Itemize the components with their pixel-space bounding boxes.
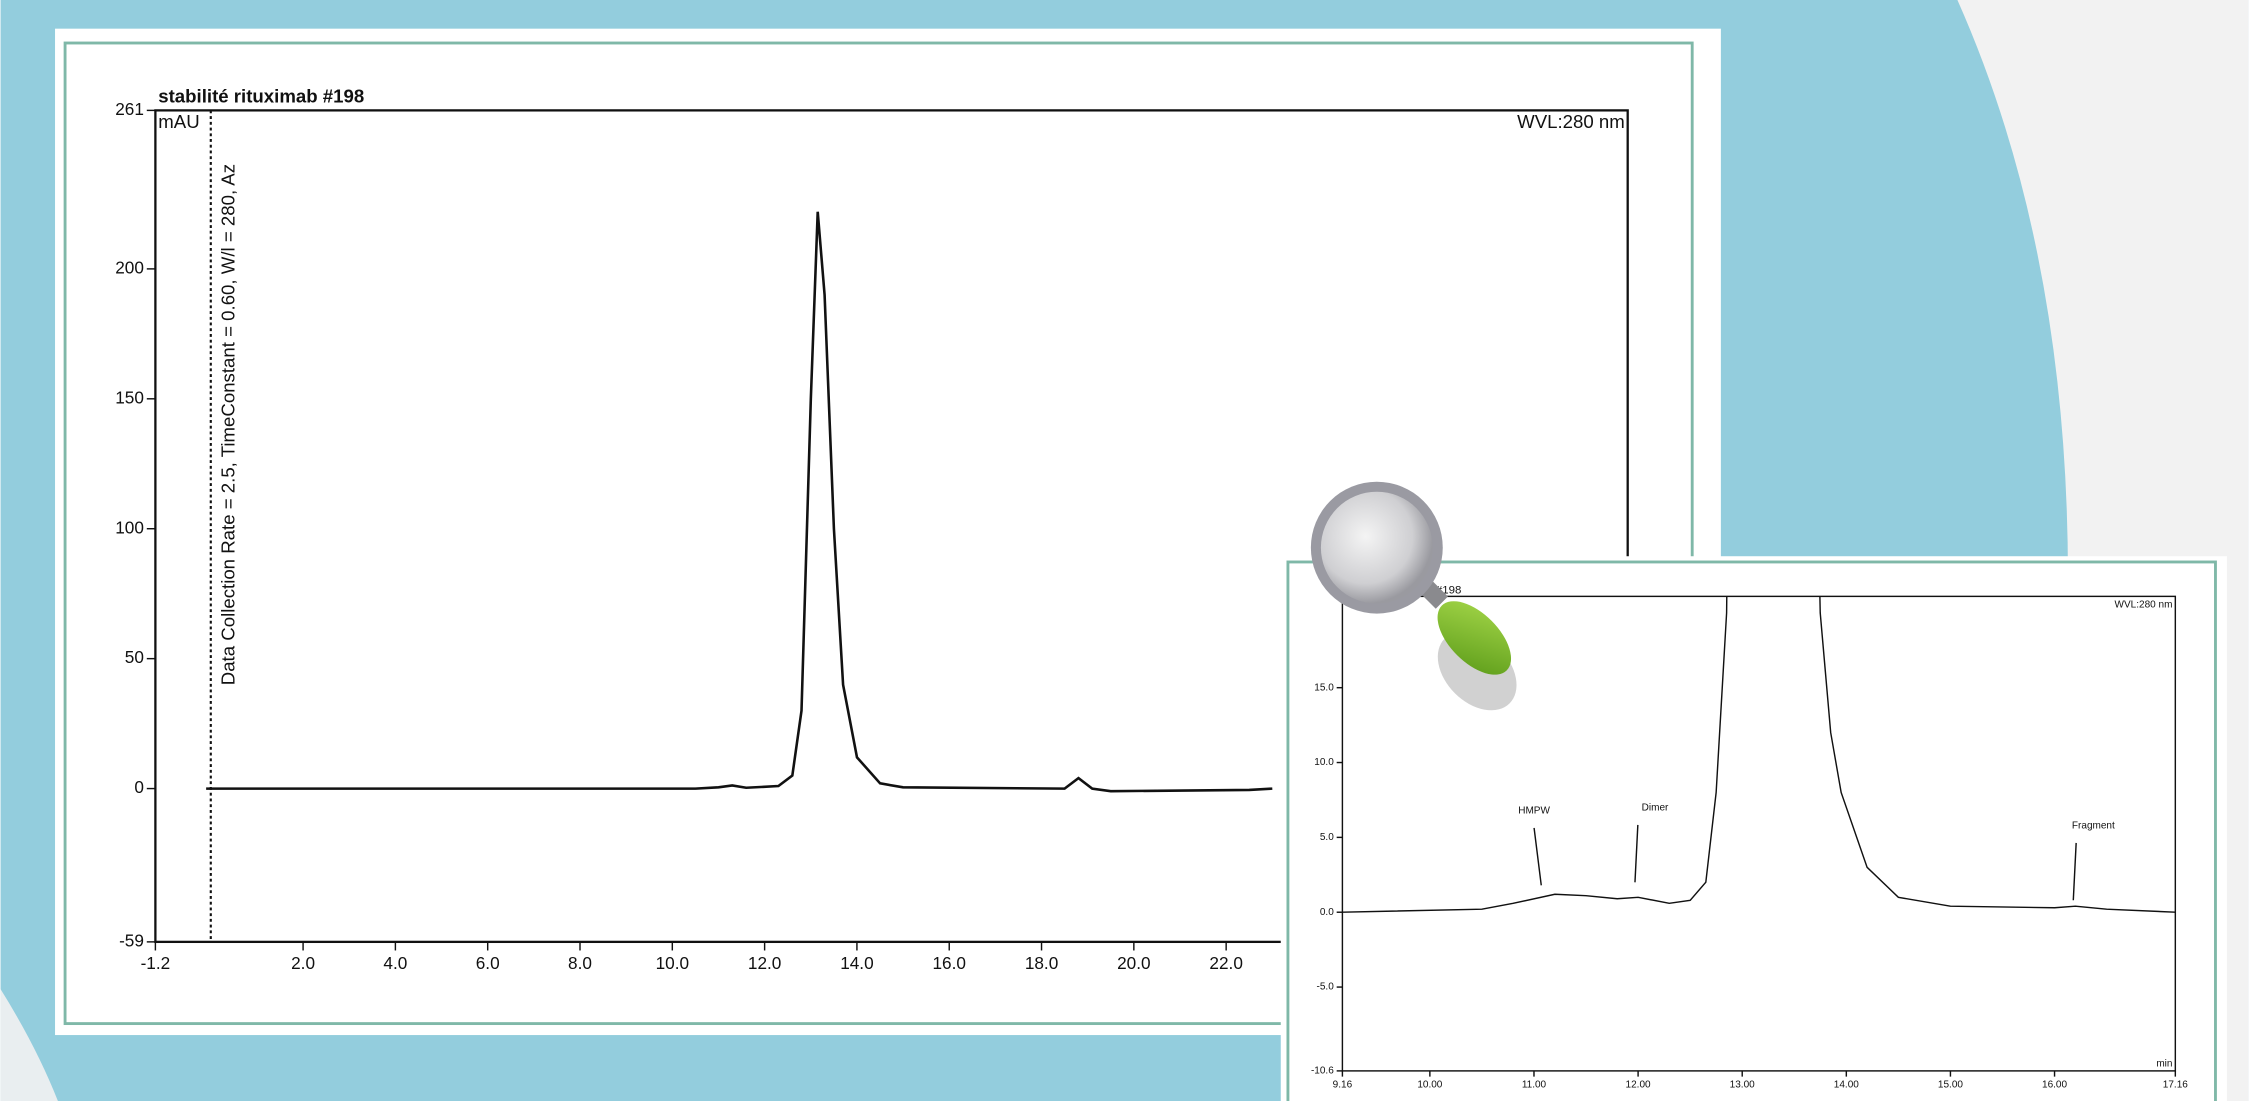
y-tick-label: 100 — [115, 517, 144, 537]
annotation-label: Dimer — [1642, 802, 1669, 813]
x-tick-label: 16.00 — [2042, 1079, 2067, 1090]
x-tick-label: 12.0 — [748, 953, 781, 973]
x-tick-label: 8.0 — [568, 953, 592, 973]
x-tick-label: 17.16 — [2163, 1079, 2188, 1090]
chart-title: stabilité rituximab #198 — [158, 85, 364, 106]
page: -59 0 50 100 150 200 261 -1.2 2.0 4.0 6.0 8.0 10.0 12… — [0, 0, 2249, 1101]
x-tick-label: 14.00 — [1834, 1079, 1859, 1090]
x-tick-label: 15.00 — [1938, 1079, 1963, 1090]
x-tick-label: 16.0 — [933, 953, 966, 973]
method-annotation: Data Collection Rate = 2.5, TimeConstant… — [217, 164, 238, 685]
x-tick-label: 6.0 — [476, 953, 500, 973]
x-tick-label: 22.0 — [1209, 953, 1242, 973]
y-tick-label: 5.0 — [1320, 832, 1334, 843]
y-tick-label: 200 — [115, 257, 144, 277]
y-tick-label: -59 — [119, 930, 144, 950]
y-unit: mAU — [158, 111, 199, 132]
x-tick-label: -1.2 — [141, 953, 171, 973]
annotation-label: HMPW — [1518, 805, 1550, 816]
x-tick-label: 9.16 — [1333, 1079, 1353, 1090]
slide: -59 0 50 100 150 200 261 -1.2 2.0 4.0 6.0 8.0 10.0 12… — [0, 0, 2249, 1101]
x-tick-label: 20.0 — [1117, 953, 1150, 973]
y-tick-label: -10.6 — [1311, 1066, 1334, 1077]
x-tick-label: 12.00 — [1626, 1079, 1651, 1090]
y-tick-label: 0 — [134, 777, 144, 797]
x-tick-label: 10.0 — [656, 953, 689, 973]
x-tick-label: 18.0 — [1025, 953, 1058, 973]
y-tick-label: 15.0 — [1314, 682, 1334, 693]
wavelength-label: WVL:280 nm — [2115, 600, 2173, 611]
x-tick-label: 13.00 — [1730, 1079, 1755, 1090]
y-tick-label: 0.0 — [1320, 907, 1334, 918]
y-tick-label: 261 — [115, 99, 144, 119]
y-tick-label: 50 — [125, 647, 144, 667]
x-unit: min — [2156, 1058, 2172, 1069]
y-tick-label: 10.0 — [1314, 757, 1334, 768]
x-tick-label: 14.0 — [840, 953, 873, 973]
x-tick-label: 4.0 — [383, 953, 407, 973]
x-tick-label: 10.00 — [1417, 1079, 1442, 1090]
x-tick-label: 11.00 — [1522, 1079, 1547, 1090]
y-tick-label: 150 — [115, 387, 144, 407]
annotation-label: Fragment — [2072, 820, 2115, 831]
y-tick-label: -5.0 — [1317, 982, 1335, 993]
wavelength-label: WVL:280 nm — [1517, 111, 1625, 132]
x-tick-label: 2.0 — [291, 953, 315, 973]
